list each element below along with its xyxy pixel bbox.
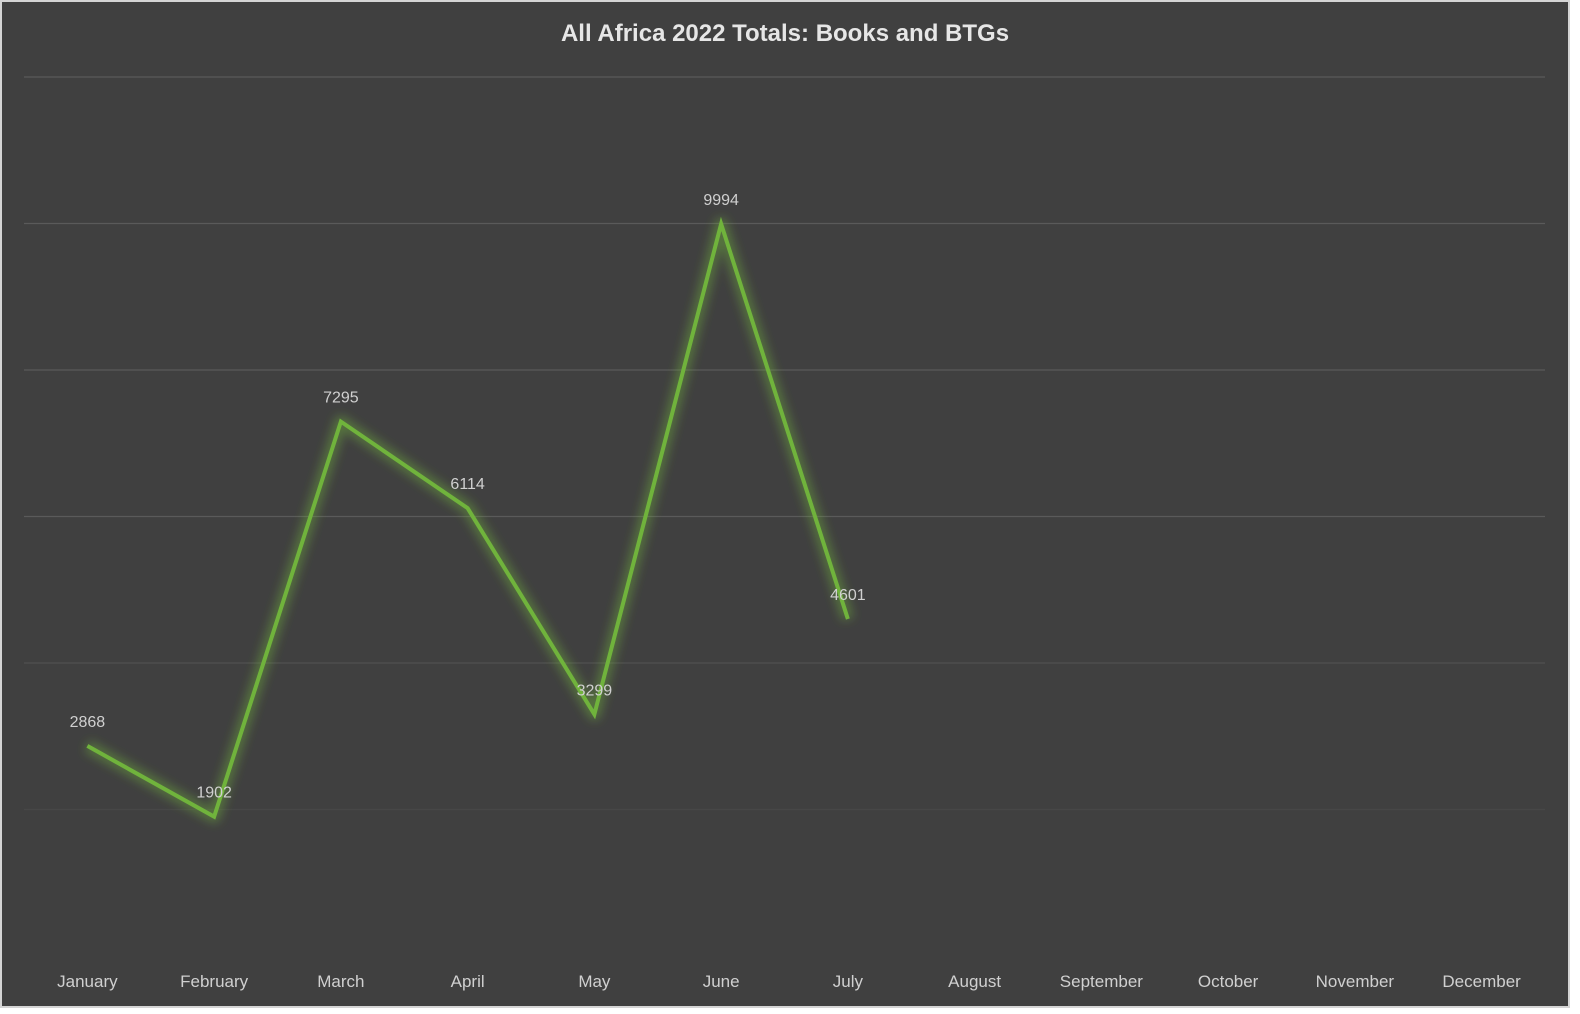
series-line [86, 216, 850, 820]
x-tick-label: August [948, 972, 1001, 991]
data-label: 9994 [703, 192, 739, 209]
x-tick-label: December [1442, 972, 1521, 991]
x-tick-label: June [703, 972, 740, 991]
data-label: 4601 [830, 587, 866, 604]
data-label: 1902 [196, 785, 232, 802]
x-tick-label: May [578, 972, 611, 991]
x-tick-label: January [57, 972, 118, 991]
x-tick-label: September [1060, 972, 1143, 991]
data-label: 6114 [450, 476, 485, 493]
x-tick-label: February [180, 972, 249, 991]
chart-title: All Africa 2022 Totals: Books and BTGs [560, 20, 1010, 47]
data-label: 3299 [577, 682, 613, 699]
data-label: 2868 [70, 714, 106, 731]
x-tick-label: April [451, 972, 485, 991]
x-tick-label: July [833, 972, 864, 991]
x-tick-label: November [1316, 972, 1395, 991]
x-tick-label: March [317, 972, 364, 991]
series-line-glow [84, 217, 854, 823]
data-label: 7295 [323, 390, 359, 407]
x-tick-label: October [1198, 972, 1259, 991]
